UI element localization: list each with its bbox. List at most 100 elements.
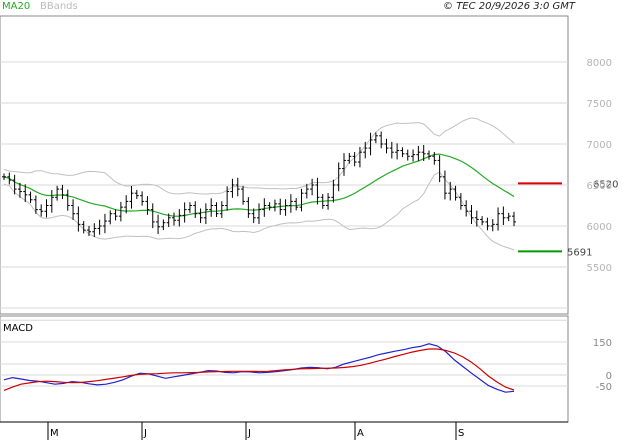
ohlc-bar [33,195,38,214]
ohlc-bar [405,149,410,161]
ohlc-bar [474,210,479,227]
support-level-label: 5691 [567,247,592,258]
ohlc-bar [442,170,447,200]
macd-panel-bg [0,315,569,423]
ohlc-bar [124,195,129,214]
price-panel-bg [0,15,569,315]
ohlc-bar [230,178,235,198]
price-y-tick-label: 6500 [587,181,612,192]
ohlc-bar [118,201,123,222]
ohlc-bar [7,172,12,185]
price-y-tick-label: 7000 [587,140,612,151]
ohlc-bar [65,189,70,211]
ohlc-bar [2,173,6,181]
ohlc-bar [458,193,463,210]
x-axis-tick-label: A [357,428,364,439]
ohlc-bar [12,174,17,195]
ohlc-bar [469,205,474,225]
ohlc-bar [182,202,187,223]
price-y-tick-label: 7500 [587,99,612,110]
ohlc-bar [241,185,246,205]
ohlc-bar [357,146,362,168]
ohlc-bar [129,185,134,209]
ohlc-bar [246,197,251,218]
ohlc-bar [156,214,161,235]
ohlc-bar [172,212,176,226]
x-axis-tick-label: M [50,428,59,439]
ohlc-bar [315,177,320,205]
ohlc-bar [102,213,107,234]
ohlc-bar [288,194,293,213]
resistance-level-label: 6520 [593,179,618,190]
price-y-tick-label: 6000 [587,222,612,233]
ohlc-bar [150,203,155,229]
ohlc-bar [464,200,469,217]
signal-line [3,348,515,391]
ohlc-bar [267,202,272,211]
ohlc-bar [108,210,113,225]
ohlc-bar [395,143,400,160]
ohlc-bar [134,189,139,199]
macd-y-tick-label: -50 [596,382,612,393]
ohlc-bar [44,199,49,218]
ohlc-bar [480,216,485,226]
ohlc-bar [219,201,224,218]
ohlc-bar [352,152,357,167]
ohlc-bar [342,153,346,176]
ohlc-bar [28,191,33,204]
ohlc-bar [278,198,283,215]
bollinger-upper-line [3,117,515,195]
ohlc-bar [39,204,44,217]
ohlc-bar [71,199,76,220]
ohlc-bar [416,145,421,161]
ohlc-bar [262,198,267,217]
ohlc-bar [161,219,166,231]
ohlc-bar [501,206,506,226]
ohlc-bar [23,184,28,203]
x-axis-tick-label: J [247,428,251,439]
ohlc-bar [421,144,426,162]
ohlc-bar [299,188,304,212]
x-axis-tick-label: J [143,428,147,439]
legend-ma20: MA20 [2,1,30,12]
ohlc-bar [235,177,240,197]
ohlc-bar [506,212,511,222]
ohlc-bar [60,184,65,200]
macd-title: MACD [3,323,33,334]
ohlc-bar [203,203,208,225]
ohlc-bar [193,201,198,218]
ohlc-bar [304,183,309,199]
ohlc-bar [225,186,230,211]
ohlc-bar [214,202,219,217]
ohlc-bar [347,153,352,164]
legend-bbands: BBands [40,1,78,12]
ohlc-bar [331,179,336,203]
ohlc-bar [384,138,389,154]
ohlc-bar [113,209,118,221]
ohlc-bar [76,206,81,232]
ohlc-bar [17,182,22,198]
ohlc-bar [432,152,437,165]
price-y-tick-label: 8000 [587,58,612,69]
ohlc-bar [453,185,458,201]
ohlc-bar [389,141,394,159]
ohlc-bar [427,150,431,160]
ohlc-bar [512,211,516,227]
ohlc-bar [485,217,490,231]
ohlc-bar [363,141,368,159]
macd-y-tick-label: 0 [606,371,612,382]
macd-y-tick-label: 150 [593,338,612,349]
copyright: © TEC 20/9/2026 3:0 GMT [443,1,576,12]
ohlc-bar [87,225,91,237]
x-axis-tick-label: S [458,428,464,439]
ohlc-bar [49,190,54,213]
ohlc-bar [55,185,60,201]
ohlc-bar [251,208,256,224]
ohlc-bar [198,208,203,224]
ohlc-bar [177,209,182,227]
ohlc-bar [294,198,299,211]
ohlc-bar [373,132,378,144]
ohlc-bar [187,202,192,213]
macd-line [3,343,515,393]
ohlc-bar [411,149,416,162]
